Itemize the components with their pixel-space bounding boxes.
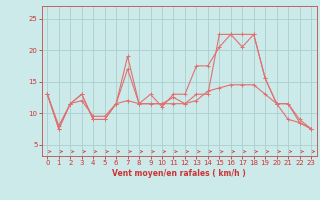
X-axis label: Vent moyen/en rafales ( km/h ): Vent moyen/en rafales ( km/h ): [112, 169, 246, 178]
